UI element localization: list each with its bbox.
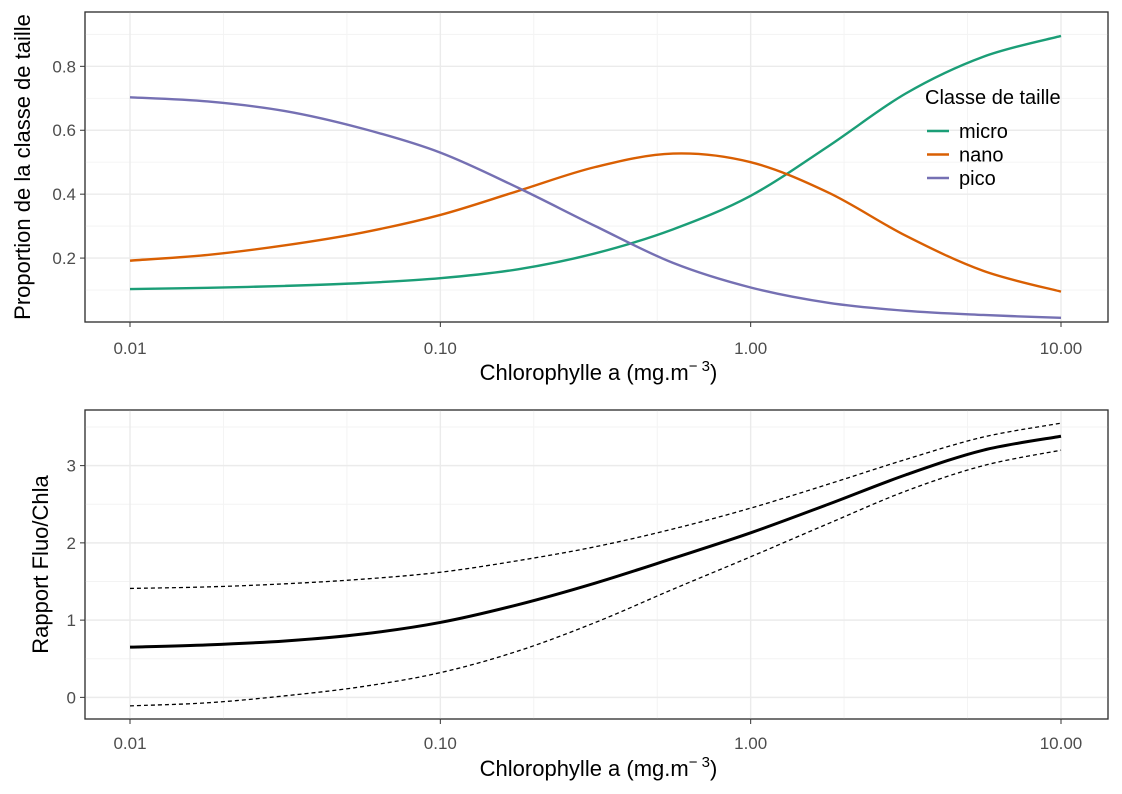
y-tick-label: 0.2 (52, 249, 76, 268)
confidence-band-line-2 (129, 449, 1062, 707)
x-tick-label: 0.10 (424, 339, 457, 358)
series-line-micro (129, 34, 1062, 291)
series-line-nano (129, 152, 1062, 293)
chart-panel-1: 0.01 0.10 1.00 10.00 0.2 0.4 0.6 0.8 Chlorophyll… (10, 11, 1109, 385)
x-tick-label: 0.10 (424, 734, 457, 753)
x-tick-label: 10.00 (1040, 339, 1083, 358)
confidence-band-line-1 (129, 422, 1062, 590)
y-tick-label: 0.8 (52, 57, 76, 76)
x-tick-label: 1.00 (734, 734, 767, 753)
y-tick-label: 3 (67, 457, 76, 476)
series-group (129, 34, 1062, 320)
series-group (129, 422, 1062, 707)
y-axis: 0 1 2 3 (67, 457, 85, 707)
fit-line (129, 434, 1062, 649)
legend-label-pico: pico (959, 168, 996, 190)
y-axis-title: Rapport Fluo/Chla (28, 474, 53, 653)
legend-label-nano: nano (959, 145, 1004, 167)
x-tick-label: 0.01 (113, 734, 146, 753)
gridlines (85, 12, 1108, 322)
x-tick-label: 0.01 (113, 339, 146, 358)
legend-title: Classe de taille (925, 87, 1061, 109)
plot-border (84, 11, 1109, 323)
gridlines (85, 410, 1108, 719)
y-tick-label: 0 (67, 688, 76, 707)
y-tick-label: 0.4 (52, 185, 76, 204)
x-tick-label: 1.00 (734, 339, 767, 358)
x-axis-title: Chlorophylle a (mg.m− 3) (480, 358, 718, 385)
x-axis: 0.01 0.10 1.00 10.00 (113, 322, 1082, 358)
legend-label-micro: micro (959, 121, 1008, 143)
plot-border (84, 409, 1109, 720)
chart-panel-2: 0.01 0.10 1.00 10.00 0 1 2 3 Chlorophylle a (mg.… (28, 409, 1109, 781)
x-axis-title: Chlorophylle a (mg.m− 3) (480, 754, 718, 781)
series-line-pico (129, 96, 1062, 320)
x-axis: 0.01 0.10 1.00 10.00 (113, 719, 1082, 753)
y-tick-label: 0.6 (52, 121, 76, 140)
y-axis: 0.2 0.4 0.6 0.8 (52, 57, 85, 268)
y-tick-label: 1 (67, 611, 76, 630)
plot-area (84, 409, 1109, 720)
x-tick-label: 10.00 (1040, 734, 1083, 753)
y-tick-label: 2 (67, 534, 76, 553)
y-axis-title: Proportion de la classe de taille (10, 14, 35, 320)
